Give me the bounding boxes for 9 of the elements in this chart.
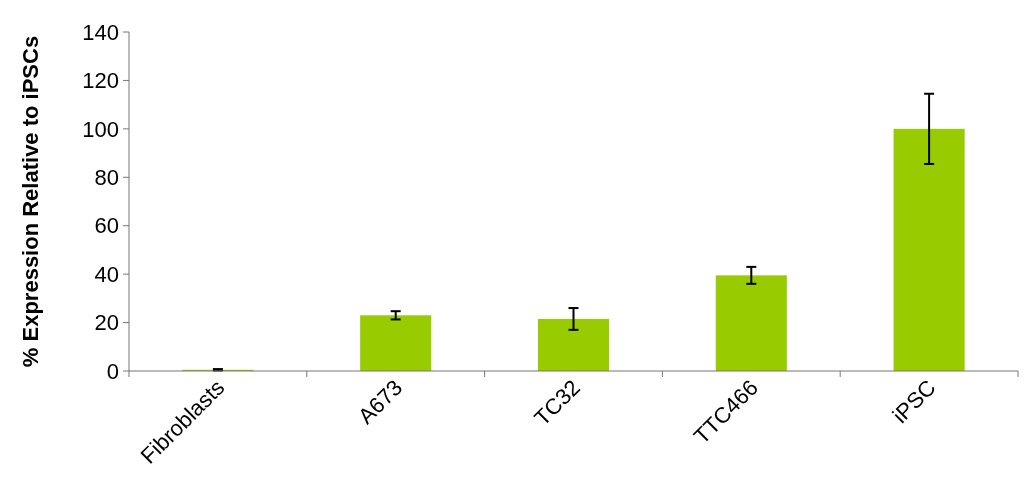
y-tick-label: 100: [82, 116, 119, 142]
y-tick-label: 20: [94, 310, 119, 336]
y-tick-label: 120: [82, 68, 119, 94]
y-tick-label: 140: [82, 19, 119, 45]
y-tick-label: 40: [94, 261, 119, 287]
y-tick-label: 60: [94, 213, 119, 239]
y-tick-label: 0: [106, 358, 119, 384]
y-axis-title: % Expression Relative to iPSCs: [18, 35, 43, 368]
y-tick-label: 80: [94, 164, 119, 190]
